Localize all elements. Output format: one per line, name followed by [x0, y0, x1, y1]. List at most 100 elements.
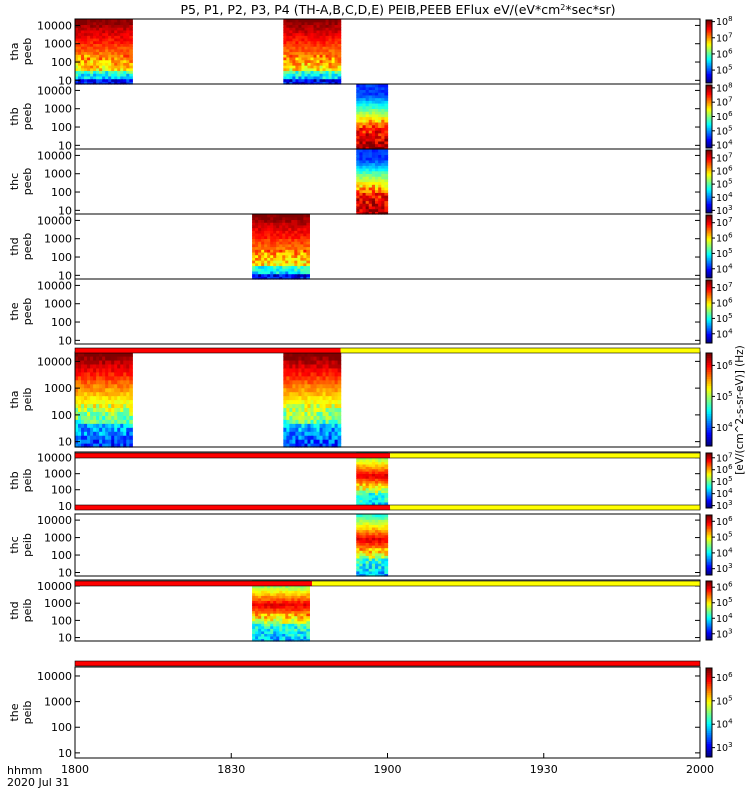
spectrogram-cell	[381, 208, 385, 212]
spectrogram-cell	[291, 260, 295, 264]
spectrogram-cell	[75, 40, 79, 44]
spectrogram-cell	[304, 355, 309, 361]
spectrogram-cell	[264, 625, 268, 629]
spectrogram-cell	[313, 411, 318, 416]
spectrogram-cell	[319, 56, 324, 61]
colorbar-cell	[706, 730, 712, 734]
spectrogram-cell	[381, 516, 385, 520]
spectrogram-cell	[375, 111, 379, 115]
spectrogram-cell	[371, 485, 376, 489]
spectrogram-cell	[123, 56, 127, 61]
spectrogram-cell	[378, 492, 382, 496]
spectrogram-cell	[108, 383, 112, 389]
colorbar-cell	[706, 586, 712, 589]
spectrogram-cell	[283, 46, 287, 50]
spectrogram-cell	[384, 461, 389, 465]
spectrogram-cell	[75, 48, 79, 53]
colorbar-cell	[706, 748, 712, 751]
spectrogram-cell	[289, 46, 293, 50]
spectrogram-cell	[114, 32, 118, 36]
colorbar-cell	[706, 170, 712, 173]
spectrogram-cell	[108, 78, 112, 82]
spectrogram-cell	[303, 628, 307, 632]
spectrogram-cell	[105, 427, 109, 432]
spectrogram-cell	[288, 273, 292, 277]
spectrogram-cell	[371, 178, 376, 183]
spectrogram-cell	[325, 35, 330, 39]
spectrogram-cell	[362, 570, 367, 575]
spectrogram-cell	[365, 89, 370, 93]
colorbar-cell	[706, 289, 712, 292]
spectrogram-cell	[295, 46, 300, 50]
spectrogram-cell	[96, 352, 100, 357]
spectrogram-cell	[273, 607, 277, 612]
spectrogram-cell	[359, 157, 364, 161]
spectrogram-cell	[252, 620, 256, 624]
spectrogram-cell	[356, 478, 360, 482]
spectrogram-cell	[289, 21, 293, 26]
spectrogram-cell	[93, 78, 97, 82]
spectrogram-cell	[319, 46, 324, 50]
spectrogram-cell	[102, 379, 106, 385]
spectrogram-cell	[362, 524, 367, 528]
spectrogram-cell	[378, 499, 382, 503]
spectrogram-cell	[258, 587, 262, 591]
spectrogram-cell	[384, 526, 389, 531]
spectrogram-cell	[381, 473, 385, 477]
spectrogram-cell	[283, 419, 287, 424]
spectrogram-cell	[375, 521, 379, 525]
spectrogram-cell	[267, 219, 271, 223]
spectrogram-cell	[378, 195, 382, 199]
spectrogram-cell	[325, 81, 330, 85]
spectrogram-cell	[322, 46, 327, 50]
colorbar-cell	[706, 153, 712, 156]
spectrogram-cell	[331, 46, 336, 50]
spectrogram-cell	[365, 135, 370, 139]
spectrogram-cell	[300, 230, 304, 234]
spectrogram-cell	[282, 618, 286, 622]
spectrogram-cell	[359, 471, 364, 474]
spectrogram-cell	[301, 24, 306, 28]
spectrogram-cell	[359, 197, 364, 202]
spectrogram-cell	[378, 113, 382, 118]
colorbar-cell	[706, 268, 712, 271]
spectrogram-cell	[292, 35, 296, 39]
spectrogram-cell	[304, 62, 309, 66]
spectrogram-cell	[307, 24, 312, 28]
spectrogram-cell	[301, 399, 306, 405]
spectrogram-cell	[304, 359, 309, 365]
spectrogram-cell	[298, 29, 303, 34]
spectrogram-cell	[288, 238, 292, 242]
spectrogram-cell	[123, 19, 127, 23]
panel-ylabel-probe: the	[8, 703, 21, 721]
spectrogram-cell	[378, 154, 382, 158]
y-tick-label: 10000	[37, 19, 72, 32]
spectrogram-cell	[295, 352, 300, 357]
spectrogram-cell	[288, 262, 292, 267]
spectrogram-cell	[285, 214, 289, 218]
spectrogram-cell	[306, 607, 310, 612]
spectrogram-cell	[289, 399, 293, 405]
spectrogram-cell	[123, 51, 127, 55]
spectrogram-cell	[328, 37, 333, 42]
spectrogram-cell	[294, 602, 298, 607]
spectrogram-cell	[289, 419, 293, 424]
spectrogram-cell	[267, 590, 271, 594]
spectrogram-cell	[285, 251, 289, 256]
spectrogram-cell	[126, 43, 130, 47]
spectrogram-cell	[264, 216, 268, 221]
spectrogram-cell	[126, 355, 130, 361]
spectrogram-cell	[307, 359, 312, 365]
spectrogram-cell	[298, 48, 303, 53]
spectrogram-cell	[368, 537, 373, 541]
spectrogram-cell	[298, 43, 303, 47]
spectrogram-cell	[286, 367, 290, 373]
spectrogram-cell	[316, 75, 321, 80]
spectrogram-cell	[384, 149, 389, 153]
spectrogram-cell	[297, 602, 301, 607]
spectrogram-cell	[334, 371, 339, 377]
spectrogram-cell	[78, 403, 82, 409]
spectrogram-cell	[334, 37, 339, 42]
spectrogram-cell	[90, 40, 94, 44]
spectrogram-cell	[292, 391, 296, 397]
